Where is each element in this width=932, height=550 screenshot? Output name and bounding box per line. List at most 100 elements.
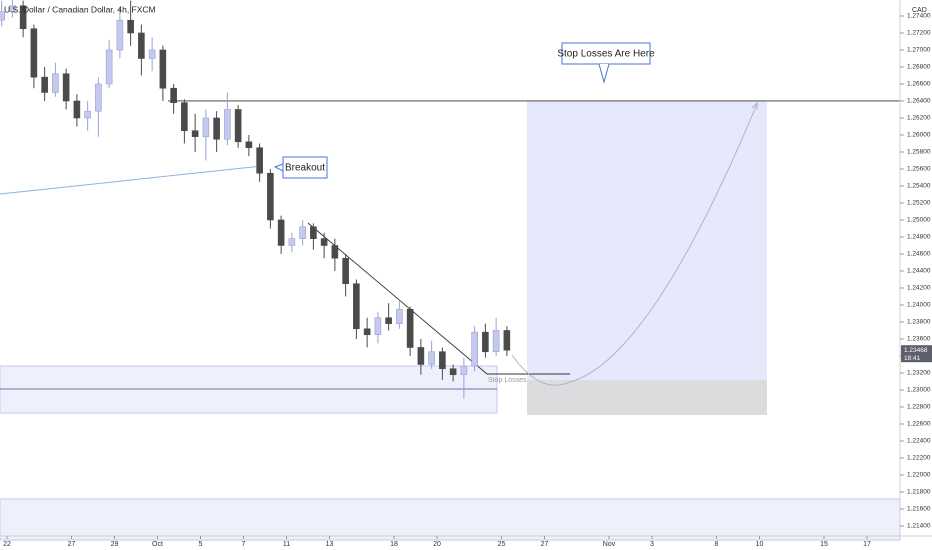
candle-body <box>256 147 263 174</box>
candle-body <box>30 28 38 78</box>
candle-body <box>363 328 371 336</box>
y-tick-label: 1.23800 <box>907 319 931 326</box>
y-tick-label: 1.23600 <box>907 336 931 343</box>
y-tick-label: 1.22200 <box>907 455 931 462</box>
lower-zone <box>0 498 901 541</box>
y-tick-label: 1.25200 <box>907 200 931 207</box>
candle-body <box>138 32 145 59</box>
x-tick-label: 27 <box>68 541 76 548</box>
last-price-label: 1.23468 <box>904 347 928 354</box>
candle-body <box>41 76 48 93</box>
last-price-box <box>901 345 932 363</box>
candle-body <box>492 330 500 353</box>
candle-body <box>202 117 210 137</box>
candle-body <box>267 172 274 221</box>
stop-callout-tail <box>598 63 610 84</box>
breakout-callout <box>273 156 328 179</box>
y-tick-label: 1.24200 <box>907 285 931 292</box>
candle-body <box>460 365 468 375</box>
y-tick-label: 1.25400 <box>907 183 931 190</box>
y-tick-label: 1.23000 <box>907 387 931 394</box>
y-tick-label: 1.24600 <box>907 251 931 258</box>
projection-arrow <box>751 101 758 110</box>
candles <box>0 0 900 399</box>
y-tick-label: 1.27000 <box>907 47 931 54</box>
stop-label: Stop Losses <box>488 377 527 384</box>
candle-body <box>0 11 5 21</box>
x-tick-label: Nov <box>603 541 616 548</box>
x-tick-label: 25 <box>498 541 506 548</box>
breakout-trendline <box>0 165 263 195</box>
y-tick-label: 1.26400 <box>907 98 931 105</box>
x-tick-label: 5 <box>199 541 203 548</box>
candle-body <box>62 73 70 102</box>
candle-body <box>245 141 253 149</box>
y-tick-label: 1.21400 <box>907 523 931 530</box>
x-tick-label: 27 <box>541 541 549 548</box>
candle-body <box>148 49 156 59</box>
stop-callout <box>561 42 651 65</box>
x-tick-label: 15 <box>820 541 828 548</box>
candle-body <box>449 368 457 375</box>
stop-callout-text: Stop Losses Are Here <box>557 49 655 60</box>
breakout-text: Breakout <box>285 163 325 174</box>
countdown: 18:41 <box>904 355 921 362</box>
y-tick-label: 1.27200 <box>907 30 931 37</box>
candle-body <box>342 257 349 285</box>
y-tick-label: 1.21800 <box>907 489 931 496</box>
candle-body <box>471 331 478 367</box>
candle-body <box>224 109 231 140</box>
y-tick-label: 1.23200 <box>907 370 931 377</box>
y-tick-label: 1.26200 <box>907 115 931 122</box>
y-tick-label: 1.22400 <box>907 438 931 445</box>
candle-body <box>73 100 81 119</box>
candle-body <box>396 308 403 324</box>
y-tick-label: 1.22000 <box>907 472 931 479</box>
candle-body <box>9 5 16 13</box>
y-tick-label: 1.26600 <box>907 81 931 88</box>
x-tick-label: Oct <box>152 541 163 548</box>
x-tick-label: 8 <box>715 541 719 548</box>
candle-body <box>234 109 242 143</box>
x-tick-label: 7 <box>242 541 246 548</box>
currency: CAD <box>912 7 927 14</box>
x-tick-label: 10 <box>756 541 764 548</box>
y-tick-label: 1.25800 <box>907 149 931 156</box>
candle-body <box>406 308 414 348</box>
x-tick-label: 13 <box>326 541 334 548</box>
candle-body <box>116 19 124 51</box>
candle-body <box>277 219 285 246</box>
y-tick-label: 1.25600 <box>907 166 931 173</box>
x-tick-label: 20 <box>433 541 441 548</box>
y-tick-label: 1.24000 <box>907 302 931 309</box>
candle-body <box>288 238 296 246</box>
candle-body <box>417 347 425 365</box>
y-tick-label: 1.25000 <box>907 217 931 224</box>
candle-body <box>310 226 317 239</box>
candle-body <box>385 317 392 324</box>
y-tick-label: 1.26800 <box>907 64 931 71</box>
y-tick-label: 1.22600 <box>907 421 931 428</box>
y-tick-label: 1.27400 <box>907 13 931 20</box>
candle-body <box>19 5 27 30</box>
y-tick-label: 1.26000 <box>907 132 931 139</box>
candle-body <box>52 73 59 93</box>
candle-body <box>299 226 306 239</box>
candle-body <box>439 351 446 370</box>
y-tick-label: 1.24800 <box>907 234 931 241</box>
candle-body <box>331 245 339 259</box>
x-tick-label: 29 <box>111 541 119 548</box>
projection-curve <box>511 103 758 386</box>
target-zone <box>527 101 767 380</box>
candle-body <box>374 317 382 336</box>
x-tick-label: 22 <box>3 541 11 548</box>
axes: 1.21400 1.21600 1.21800 1.22000 1.22200 1.224… <box>3 13 932 548</box>
stop-zone <box>527 380 767 415</box>
candle-body <box>191 130 199 137</box>
x-tick-label: 18 <box>390 541 398 548</box>
support-zone <box>0 365 498 414</box>
y-tick-label: 1.22800 <box>907 404 931 411</box>
chart-title: U.S. Dollar / Canadian Dollar, 4h, FXCM <box>4 4 156 14</box>
x-tick-label: 11 <box>283 541 290 548</box>
